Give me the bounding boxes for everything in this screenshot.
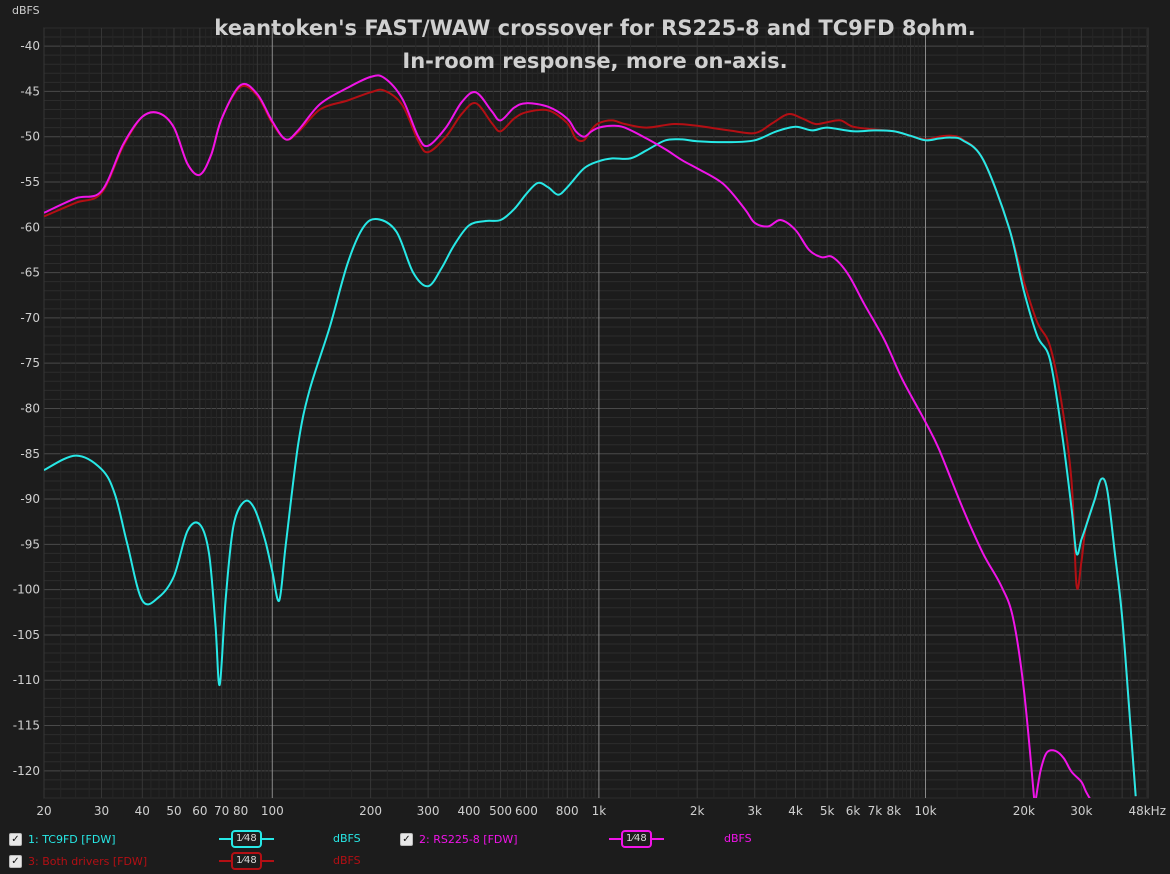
x-tick-label: 10k (914, 804, 936, 818)
series-line-3 (44, 74, 1036, 798)
y-tick-label: -80 (20, 401, 40, 415)
y-tick-label: -105 (13, 628, 40, 642)
legend-item-rs225[interactable]: ✓ 2: RS225-8 [FDW] (400, 829, 518, 849)
x-tick-label: 30 (94, 804, 109, 818)
y-tick-label: -40 (20, 39, 40, 53)
y-tick-label: -50 (20, 130, 40, 144)
x-tick-label: 5k (820, 804, 835, 818)
x-tick-label: 4k (788, 804, 803, 818)
legend-line-tc9fd (219, 838, 231, 840)
y-tick-label: -110 (13, 673, 40, 687)
y-tick-label: -70 (20, 311, 40, 325)
legend: ✓ 1: TC9FD [FDW] 1⁄48 dBFS ✓ 2: RS225-8 … (0, 826, 1170, 874)
x-tick-label: 20 (36, 804, 51, 818)
x-tick-label: 600 (515, 804, 538, 818)
x-tick-label: 20k (1013, 804, 1035, 818)
checkbox-both[interactable]: ✓ (9, 854, 22, 868)
unit-tc9fd: dBFS (333, 832, 361, 845)
x-tick-label: 300 (417, 804, 440, 818)
x-tick-label: 3k (747, 804, 762, 818)
legend-item-both[interactable]: ✓ 3: Both drivers [FDW] (9, 851, 147, 871)
legend-line-tc9fd (261, 838, 274, 840)
series-line-4 (1035, 749, 1091, 798)
x-tick-label: 48kHz (1128, 804, 1166, 818)
x-tick-label: 8k (887, 804, 902, 818)
x-tick-label: 30k (1070, 804, 1092, 818)
x-tick-label: 2k (690, 804, 705, 818)
x-tick-label: 500 (489, 804, 512, 818)
y-tick-labels: -40 -45 -50 -55 -60 -65 -70 -75 -80 -85 -90 -95 -100… (13, 39, 40, 778)
y-tick-label: -75 (20, 356, 40, 370)
checkbox-rs225[interactable]: ✓ (400, 832, 413, 846)
legend-line-both (219, 860, 231, 862)
y-tick-label: -60 (20, 220, 40, 234)
x-tick-label: 7k (868, 804, 883, 818)
x-tick-label: 800 (556, 804, 579, 818)
smoothing-badge-tc9fd[interactable]: 1⁄48 (231, 830, 262, 848)
checkbox-tc9fd[interactable]: ✓ (9, 832, 22, 846)
legend-line-rs225 (651, 838, 664, 840)
smoothing-rs225[interactable]: 1⁄48 (609, 830, 664, 848)
y-tick-label: -45 (20, 84, 40, 98)
smoothing-both[interactable]: 1⁄48 (219, 852, 274, 870)
x-tick-label: 70 (214, 804, 229, 818)
x-tick-label: 6k (846, 804, 861, 818)
y-tick-label: -120 (13, 764, 40, 778)
y-tick-label: -55 (20, 175, 40, 189)
x-tick-label: 40 (135, 804, 150, 818)
x-tick-label: 1k (592, 804, 607, 818)
x-tick-label: 400 (457, 804, 480, 818)
unit-both: dBFS (333, 854, 361, 867)
y-tick-label: -85 (20, 447, 40, 461)
x-tick-label: 60 (192, 804, 207, 818)
x-tick-label: 200 (359, 804, 382, 818)
y-axis-label: dBFS (12, 4, 40, 17)
chart-title: keantoken's FAST/WAW crossover for RS225… (214, 16, 975, 40)
legend-item-tc9fd[interactable]: ✓ 1: TC9FD [FDW] (9, 829, 116, 849)
y-tick-label: -95 (20, 537, 40, 551)
legend-label-tc9fd: 1: TC9FD [FDW] (28, 832, 116, 846)
y-tick-label: -65 (20, 266, 40, 280)
series-lines (44, 74, 1137, 798)
x-tick-label: 80 (233, 804, 248, 818)
legend-line-rs225 (609, 838, 621, 840)
smoothing-badge-rs225[interactable]: 1⁄48 (621, 830, 652, 848)
series-line-2 (44, 125, 1137, 797)
chart-subtitle: In-room response, more on-axis. (402, 49, 787, 73)
x-tick-label: 50 (166, 804, 181, 818)
legend-label-both: 3: Both drivers [FDW] (28, 854, 148, 868)
smoothing-badge-both[interactable]: 1⁄48 (231, 852, 262, 870)
x-tick-label: 100 (261, 804, 284, 818)
grid (43, 27, 1149, 799)
smoothing-tc9fd[interactable]: 1⁄48 (219, 830, 274, 848)
y-tick-label: -90 (20, 492, 40, 506)
y-tick-label: -115 (13, 719, 40, 733)
x-tick-labels: 20 30 40 50 60 70 80 100 200 300 400 500 600 800 1k 2k 3… (36, 804, 1166, 818)
y-tick-label: -100 (13, 583, 40, 597)
legend-line-both (261, 860, 274, 862)
legend-label-rs225: 2: RS225-8 [FDW] (419, 832, 518, 846)
unit-rs225: dBFS (724, 832, 752, 845)
